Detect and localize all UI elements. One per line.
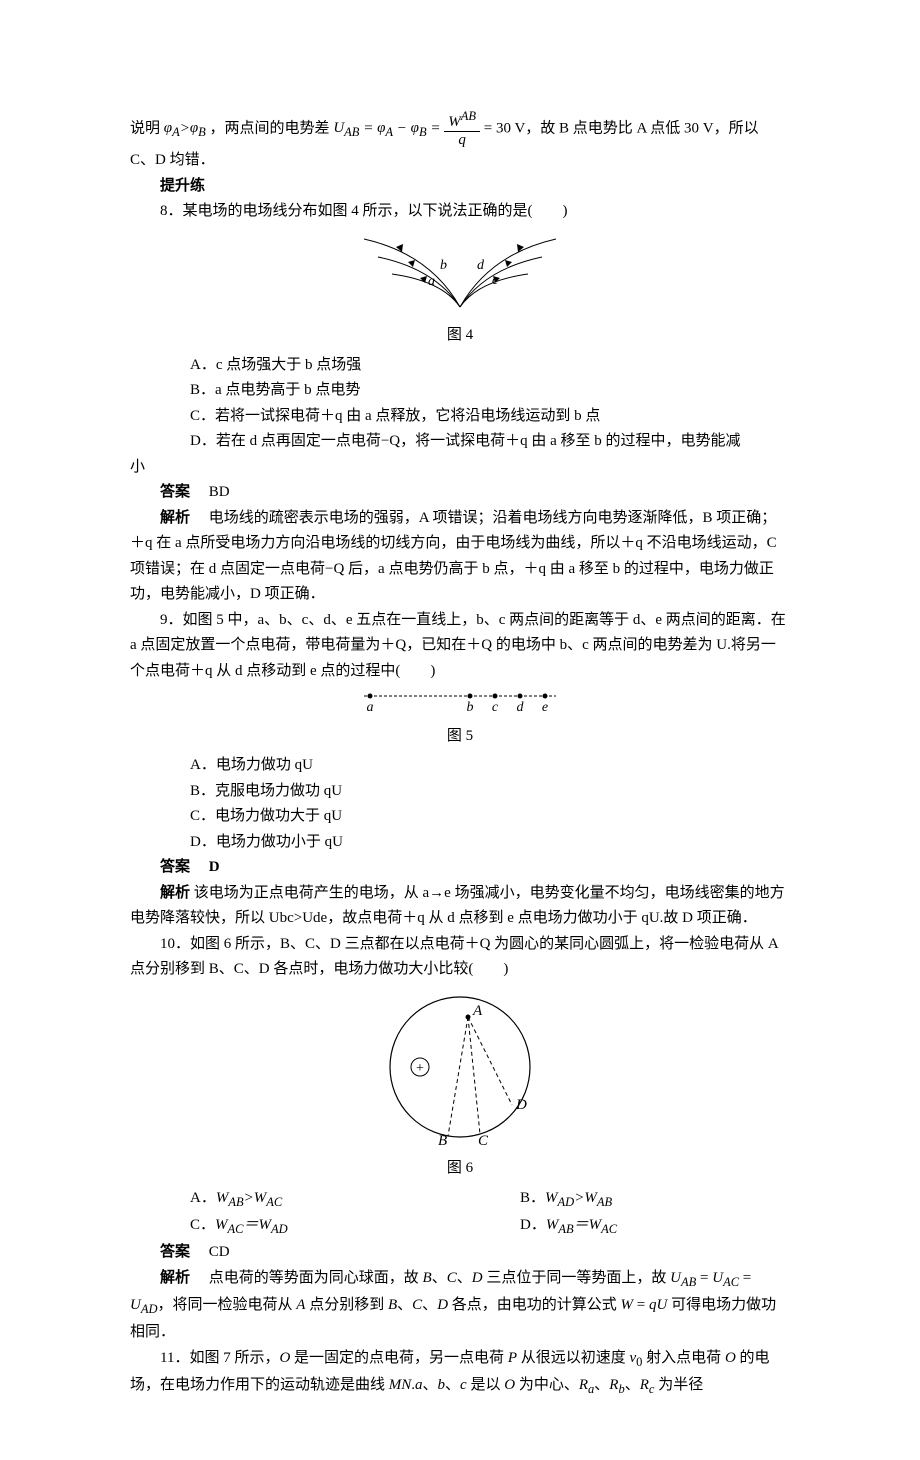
q8-figure: a b c d 图 4 xyxy=(130,229,790,349)
svg-text:c: c xyxy=(492,273,499,288)
q9-analysis-para: 解析 该电场为正点电荷产生的电场，从 a→e 场强减小，电势变化量不均匀，电场线… xyxy=(130,881,790,932)
q10-stem: 10．如图 6 所示，B、C、D 三点都在以点电荷＋Q 为圆心的某同心圆弧上，将… xyxy=(130,932,790,983)
q9-answer-line: 答案 D xyxy=(130,855,790,881)
q11-stem: 11．如图 7 所示，O 是一固定的点电荷，另一点电荷 P 从很远以初速度 v0… xyxy=(130,1346,790,1401)
intro-uab: UAB = φA − φB = xyxy=(333,120,444,136)
q9-analysis: 该电场为正点电荷产生的电场，从 a→e 场强减小，电势变化量不均匀，电场线密集的… xyxy=(130,885,785,927)
q8-answer-line: 答案 BD xyxy=(130,480,790,506)
q9-figure: a b c d e 图 5 xyxy=(130,688,790,749)
q10-figure: + A B C D 图 6 xyxy=(130,987,790,1182)
section-heading: 提升练 xyxy=(130,174,790,200)
q9-caption: 图 5 xyxy=(130,724,790,750)
q10-analysis-text: 点电荷的等势面为同心球面，故 B、C、D 三点位于同一等势面上，故 UAB = … xyxy=(130,1270,776,1341)
q8-caption: 图 4 xyxy=(130,323,790,349)
intro-frac-den: q xyxy=(444,132,480,149)
intro-pre: 说明 xyxy=(130,120,164,136)
q8-opt-d: D．若在 d 点再固定一点电荷−Q，将一试探电荷＋q 由 a 移至 b 的过程中… xyxy=(130,429,790,455)
answer-label: 答案 xyxy=(160,484,190,500)
q10-answer: CD xyxy=(209,1244,230,1260)
intro-line2: C、D 均错． xyxy=(130,148,790,174)
q10-opt-c: C．WAC＝WAD xyxy=(130,1213,460,1240)
q10-circle-svg: + A B C D xyxy=(360,987,560,1147)
q8-field-lines-svg: a b c d xyxy=(350,229,570,314)
analysis-label: 解析 xyxy=(160,885,190,901)
analysis-label: 解析 xyxy=(160,1270,190,1286)
svg-text:e: e xyxy=(542,700,548,714)
q10-opt-b: B．WAD>WAB xyxy=(460,1186,790,1213)
q9-opt-b: B．克服电场力做功 qU xyxy=(130,779,790,805)
q10-opts-row1: A．WAB>WAC B．WAD>WAB xyxy=(130,1186,790,1213)
svg-text:b: b xyxy=(467,700,474,714)
svg-text:d: d xyxy=(517,700,525,714)
q8-opt-d-tail: 小 xyxy=(130,455,790,481)
svg-text:+: + xyxy=(416,1061,424,1076)
answer-label: 答案 xyxy=(160,1244,190,1260)
analysis-label: 解析 xyxy=(160,510,190,526)
q10-opt-d: D．WAB＝WAC xyxy=(460,1213,790,1240)
q10-opt-a: A．WAB>WAC xyxy=(130,1186,460,1213)
svg-text:d: d xyxy=(477,258,485,273)
intro-phi: φA>φB xyxy=(164,120,206,136)
intro-frac: WAB q xyxy=(444,110,480,148)
q8-opt-c: C．若将一试探电荷＋q 由 a 点释放，它将沿电场线运动到 b 点 xyxy=(130,404,790,430)
q9-answer: D xyxy=(209,859,220,875)
q8-answer: BD xyxy=(209,484,230,500)
q8-opt-a: A．c 点场强大于 b 点场强 xyxy=(130,353,790,379)
svg-text:B: B xyxy=(438,1133,447,1147)
q9-opt-c: C．电场力做功大于 qU xyxy=(130,804,790,830)
q8-opt-b: B．a 点电势高于 b 点电势 xyxy=(130,378,790,404)
intro-post: = 30 V，故 B 点电势比 A 点低 30 V，所以 xyxy=(484,120,759,136)
svg-text:C: C xyxy=(478,1133,489,1147)
answer-label: 答案 xyxy=(160,859,190,875)
q10-caption: 图 6 xyxy=(130,1156,790,1182)
q8-analysis: 电场线的疏密表示电场的强弱，A 项错误；沿着电场线方向电势逐渐降低，B 项正确；… xyxy=(130,510,777,603)
q10-analysis-para: 解析 点电荷的等势面为同心球面，故 B、C、D 三点位于同一等势面上，故 UAB… xyxy=(130,1266,790,1346)
intro-mid: ，两点间的电势差 xyxy=(210,120,334,136)
q9-opt-a: A．电场力做功 qU xyxy=(130,753,790,779)
q10-opts-row2: C．WAC＝WAD D．WAB＝WAC xyxy=(130,1213,790,1240)
svg-text:a: a xyxy=(428,274,435,289)
svg-text:D: D xyxy=(515,1097,527,1113)
q10-answer-line: 答案 CD xyxy=(130,1240,790,1266)
svg-text:c: c xyxy=(492,700,499,714)
svg-text:b: b xyxy=(440,258,447,273)
intro-line: 说明 φA>φB ，两点间的电势差 UAB = φA − φB = WAB q … xyxy=(130,110,790,148)
q8-stem: 8．某电场的电场线分布如图 4 所示，以下说法正确的是( ) xyxy=(130,199,790,225)
q8-analysis-para: 解析 电场线的疏密表示电场的强弱，A 项错误；沿着电场线方向电势逐渐降低，B 项… xyxy=(130,506,790,608)
intro-frac-num: WAB xyxy=(444,110,480,132)
svg-text:a: a xyxy=(367,700,374,714)
q9-opt-d: D．电场力做功小于 qU xyxy=(130,830,790,856)
q9-stem: 9．如图 5 中，a、b、c、d、e 五点在一直线上，b、c 两点间的距离等于 … xyxy=(130,608,790,685)
q9-line-svg: a b c d e xyxy=(360,688,560,714)
svg-text:A: A xyxy=(472,1003,483,1019)
